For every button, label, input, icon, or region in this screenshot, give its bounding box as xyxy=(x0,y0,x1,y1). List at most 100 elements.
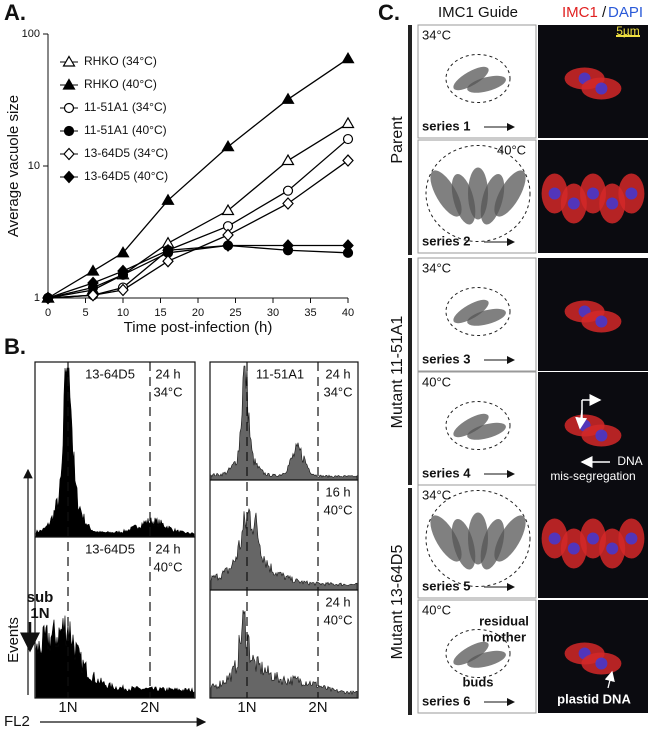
marker xyxy=(282,197,294,210)
annotation: residual xyxy=(479,613,529,628)
panel-a: 1 10 100 0 5 10 15 20 25 30 35 40 Time post-infectio… xyxy=(5,28,355,336)
group-label: Mutant 13-64D5 xyxy=(389,545,406,660)
temp: 34°C xyxy=(153,384,182,399)
micrographs: 34°C series 1 40°C series 2 34°C series 3 40°C… xyxy=(417,24,648,714)
series-label: series 3 xyxy=(422,351,470,366)
parasite xyxy=(430,515,462,562)
parasite xyxy=(467,650,506,668)
x-tick-label: 30 xyxy=(267,307,279,319)
dapi-signal xyxy=(625,187,638,200)
cell-outline xyxy=(445,401,511,450)
annotations: DNA mis-segregation residual mother buds… xyxy=(462,400,643,706)
y-axis-label: Events xyxy=(5,617,22,663)
time: 16 h xyxy=(325,484,350,499)
series-label: series 5 xyxy=(422,578,470,593)
column-title: IMC1 Guide xyxy=(438,4,518,21)
temperature: 40°C xyxy=(422,602,451,617)
annotation: buds xyxy=(462,674,493,689)
x-tick-label: 2N xyxy=(308,699,327,716)
x-tick-label: 2N xyxy=(140,699,159,716)
y-tick-label: 100 xyxy=(22,28,40,40)
temperature: 34°C xyxy=(422,27,451,42)
marker xyxy=(86,264,100,276)
marker xyxy=(342,239,354,252)
cell-outline xyxy=(445,54,511,103)
marker xyxy=(162,243,174,257)
time: 24 h xyxy=(325,594,350,609)
parasite xyxy=(494,170,526,217)
legend-label: 11-51A1 (34°C) xyxy=(84,100,167,114)
time: 24 h xyxy=(155,541,180,556)
parasite xyxy=(494,515,526,562)
histogram-trace xyxy=(210,365,358,481)
cell-outline xyxy=(445,629,511,678)
y-tick-label: 10 xyxy=(28,160,40,172)
group-label: Mutant 11-51A1 xyxy=(389,316,406,429)
marker xyxy=(282,239,294,252)
legend-label: 11-51A1 (40°C) xyxy=(84,123,167,137)
legend-label: RHKO (40°C) xyxy=(84,77,157,91)
marker xyxy=(117,283,129,297)
marker xyxy=(341,51,355,64)
annotation: DNA xyxy=(617,454,642,468)
series-label: series 1 xyxy=(422,118,470,133)
sub-label: sub xyxy=(27,589,54,606)
x-axis-label: FL2 xyxy=(4,713,30,730)
annotation: mother xyxy=(482,629,526,644)
marker xyxy=(117,264,129,278)
histogram-trace xyxy=(35,615,195,699)
marker xyxy=(341,116,355,129)
legend-marker xyxy=(62,78,76,90)
parasite xyxy=(467,422,506,440)
cell-outline xyxy=(445,287,511,336)
x-tick-label: 40 xyxy=(342,307,354,319)
group-bars xyxy=(408,25,412,715)
legend-label: 13-64D5 (40°C) xyxy=(84,169,168,183)
legend-label: RHKO (34°C) xyxy=(84,54,157,68)
dapi-signal xyxy=(587,532,599,545)
x-tick-label: 20 xyxy=(192,307,204,319)
dapi-signal xyxy=(625,532,638,545)
y-axis-label: Average vacuole size xyxy=(5,95,22,237)
column-title: DAPI xyxy=(608,4,643,21)
annotation: mis-segregation xyxy=(550,469,635,483)
x-tick-label: 1N xyxy=(58,699,77,716)
marker xyxy=(281,153,295,166)
annotation: plastid DNA xyxy=(557,691,631,706)
temperature: 34°C xyxy=(422,487,451,502)
cell-outline xyxy=(425,490,531,587)
x-tick-label: 0 xyxy=(45,307,51,319)
panel-label: A. xyxy=(4,0,26,25)
column-title: / xyxy=(602,4,607,21)
marker xyxy=(162,254,174,268)
parasite xyxy=(453,641,489,666)
x-tick-label: 35 xyxy=(304,307,316,319)
legend-marker xyxy=(62,55,76,67)
dapi-signal xyxy=(595,429,608,442)
cell-outline xyxy=(425,145,531,242)
histogram-trace xyxy=(210,610,358,699)
dapi-signal xyxy=(567,542,580,555)
parasite xyxy=(430,170,462,217)
scale-bar-label: 5µm xyxy=(616,24,640,38)
dapi-signal xyxy=(606,542,619,555)
dapi-signal xyxy=(595,82,608,95)
marker xyxy=(116,246,130,258)
temp: 40°C xyxy=(323,612,352,627)
temperature: 40°C xyxy=(422,374,451,389)
panel-b-frames xyxy=(20,361,359,727)
legend-marker xyxy=(63,125,75,137)
x-tick-label: 25 xyxy=(229,307,241,319)
parasite xyxy=(467,75,506,93)
histogram-trace xyxy=(210,508,358,591)
panel-b-text: 13-64D5 24 h 34°C 13-64D5 24 h 40°C 11-5… xyxy=(4,366,353,730)
panel-name: 11-51A1 xyxy=(256,366,304,381)
time: 24 h xyxy=(155,366,180,381)
marker xyxy=(222,239,234,252)
parasite xyxy=(453,299,489,324)
x-tick-label: 10 xyxy=(117,307,129,319)
parasite xyxy=(453,413,489,438)
sub-label: 1N xyxy=(30,605,49,622)
